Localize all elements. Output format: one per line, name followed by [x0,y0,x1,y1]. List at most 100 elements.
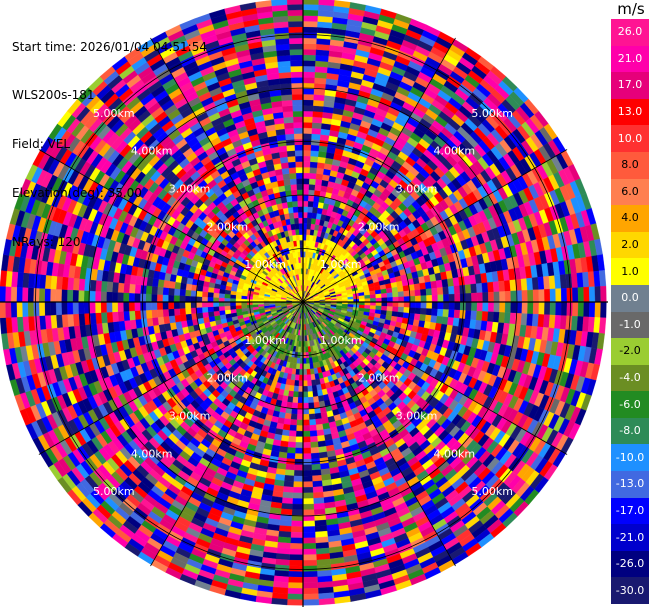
range-gate [314,525,328,533]
range-gate [302,543,317,550]
range-gate [470,283,478,294]
range-gate [302,93,315,101]
range-gate [600,301,607,319]
range-gate [281,503,293,510]
range-gate [151,293,158,303]
range-gate [61,289,68,303]
range-gate [151,309,158,319]
range-gate [387,301,394,307]
range-gate [302,531,316,539]
range-gate [538,301,545,315]
range-gate [302,492,314,499]
range-gate [100,301,107,313]
range-gate [302,172,310,179]
range-gate [292,498,304,505]
range-gate [318,597,335,606]
range-gate [302,54,317,61]
range-gate [157,278,165,288]
range-gate [302,402,309,409]
range-gate [307,200,314,208]
range-gate [302,26,318,33]
range-gate [583,301,590,318]
range-gate [16,286,23,303]
range-gate [302,99,314,106]
range-gate [224,301,231,307]
range-gate [310,447,320,454]
range-gate [0,317,8,334]
range-gate [431,294,438,303]
range-gate [293,475,304,482]
range-gate [312,486,324,493]
range-gate [482,292,489,303]
range-gate [566,287,573,303]
range-gate [294,374,300,381]
range-gate [151,285,158,295]
range-gate [308,402,315,409]
range-gate [493,301,500,313]
range-gate [420,301,427,309]
range-gate [302,88,315,95]
range-gate [302,548,317,555]
range-gate [544,288,551,303]
range-gate [95,280,102,292]
range-gate [302,526,316,533]
range-gate [201,291,209,298]
range-gate [566,301,573,317]
range-gate [409,295,416,303]
range-gate [106,311,114,323]
range-gate [55,301,62,316]
range-gate [38,301,46,316]
range-gate [302,155,311,162]
range-gate [21,287,29,303]
range-gate [302,453,312,460]
range-gate [424,281,432,290]
range-gate [0,301,6,319]
range-gate [380,288,387,294]
range-gate [309,368,315,375]
range-gate [112,281,119,293]
range-gate [145,293,152,303]
range-gate [307,212,313,219]
range-gate [309,419,317,426]
range-gate [369,294,377,299]
range-gate [94,290,102,303]
range-gate [286,452,296,460]
range-gate [316,167,325,175]
range-gate [454,301,461,311]
range-gate [527,301,534,315]
range-gate [302,37,317,45]
range-gate [201,301,208,308]
range-gate [218,305,225,311]
range-gate [306,374,312,381]
range-gate [296,419,304,426]
range-gate [364,294,371,299]
range-gate [302,206,309,213]
range-gate [311,379,317,386]
range-gate [298,374,304,381]
range-gate [289,543,304,550]
range-gate [520,313,528,326]
range-gate [156,294,163,303]
range-gate [21,301,29,317]
range-gate [302,386,308,393]
range-gate [184,295,191,303]
range-gate [302,133,312,140]
range-gate [314,519,327,527]
range-gate [100,291,107,303]
range-gate [27,287,34,303]
range-gate [476,283,483,294]
range-gate [310,144,320,152]
range-gate [5,286,12,303]
range-gate [302,599,320,606]
range-gate [414,307,421,315]
range-gate [464,310,472,320]
range-gate [312,491,324,499]
range-gate [314,412,322,420]
range-gate [10,286,18,303]
range-gate [521,290,528,303]
range-gate [302,71,316,78]
range-gate [413,313,421,321]
range-gate [72,277,80,291]
range-gate [196,312,204,319]
range-gate [302,442,311,449]
